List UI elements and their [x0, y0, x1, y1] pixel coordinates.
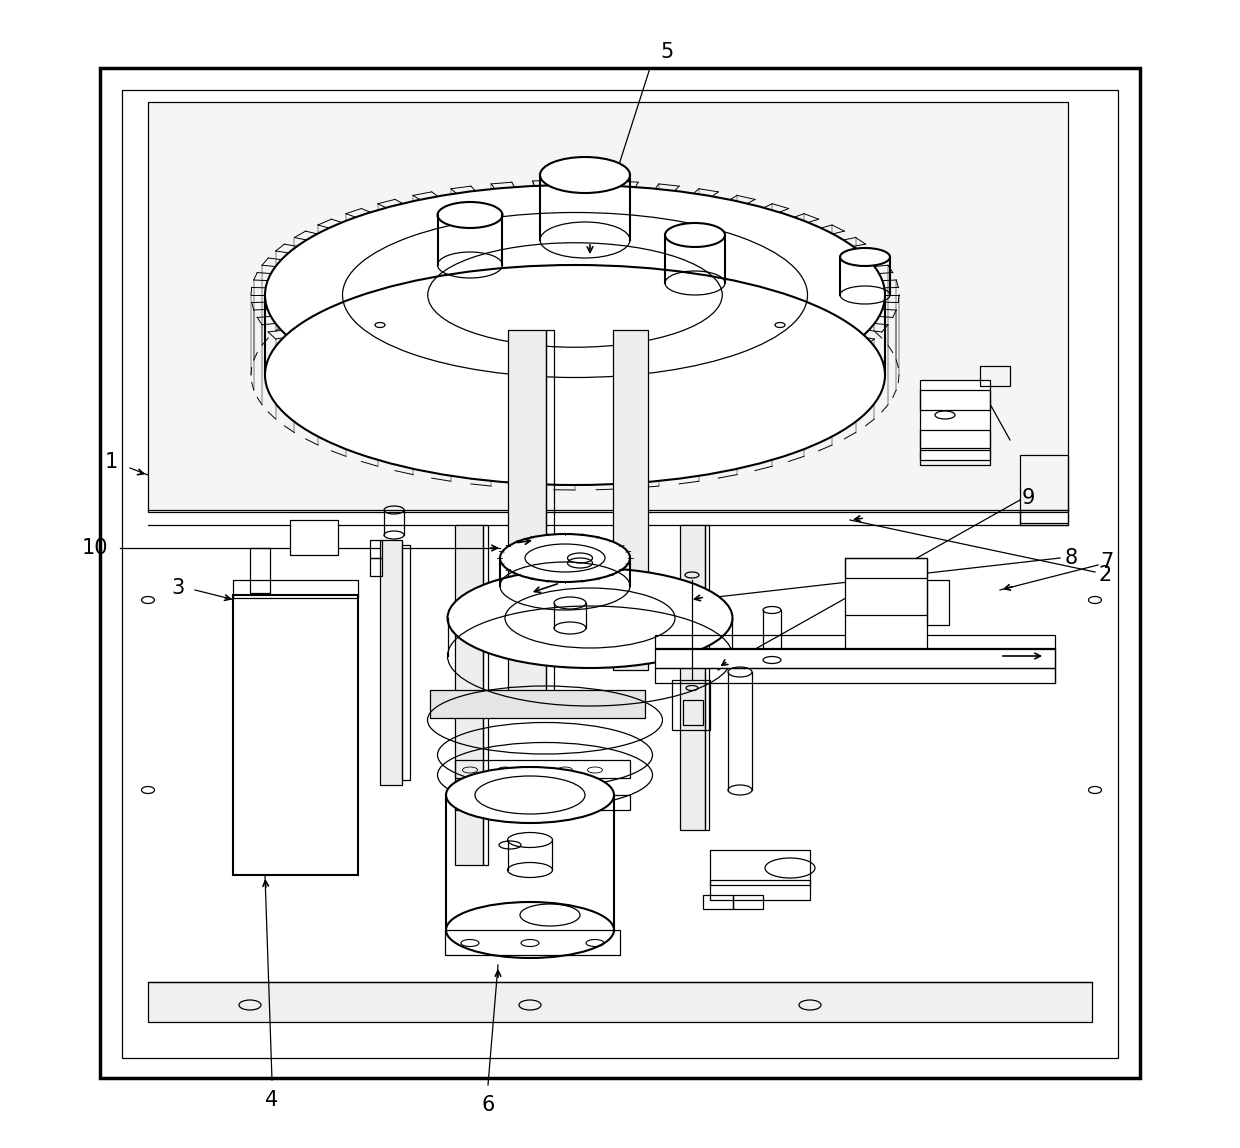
Ellipse shape: [265, 265, 885, 484]
Ellipse shape: [438, 202, 502, 228]
Bar: [920, 430, 990, 448]
Bar: [711, 850, 810, 885]
Bar: [844, 558, 928, 647]
Bar: [148, 982, 1092, 1022]
Bar: [683, 700, 703, 726]
Ellipse shape: [265, 185, 885, 405]
Ellipse shape: [448, 568, 733, 668]
Bar: [250, 548, 270, 594]
Text: 6: 6: [481, 1095, 495, 1115]
Bar: [920, 390, 990, 410]
Text: 7: 7: [1100, 552, 1114, 572]
Bar: [1021, 510, 1068, 525]
Ellipse shape: [539, 157, 630, 193]
Ellipse shape: [446, 767, 614, 823]
Bar: [122, 90, 1118, 1058]
Bar: [613, 329, 649, 670]
Bar: [370, 540, 382, 558]
Bar: [733, 895, 763, 909]
Bar: [672, 680, 711, 730]
Bar: [484, 525, 489, 864]
Text: 4: 4: [265, 1089, 279, 1110]
Bar: [445, 930, 620, 955]
Bar: [455, 525, 484, 864]
Bar: [980, 366, 1011, 386]
Bar: [546, 329, 554, 700]
Text: 2: 2: [1097, 565, 1111, 585]
Bar: [706, 525, 709, 830]
Ellipse shape: [839, 248, 890, 266]
Text: 1: 1: [104, 452, 118, 472]
Bar: [711, 881, 810, 900]
Bar: [703, 895, 733, 909]
Bar: [655, 668, 1055, 683]
Bar: [920, 380, 990, 460]
Text: 9: 9: [1022, 488, 1035, 509]
Bar: [402, 545, 410, 779]
Ellipse shape: [446, 902, 614, 957]
Bar: [508, 329, 546, 700]
Bar: [370, 558, 382, 576]
Bar: [844, 558, 928, 577]
Bar: [233, 595, 358, 875]
Bar: [233, 580, 358, 598]
Bar: [928, 580, 949, 625]
Text: 8: 8: [1065, 548, 1078, 568]
Bar: [920, 450, 990, 465]
Text: 3: 3: [172, 577, 185, 598]
Bar: [148, 102, 1068, 512]
Bar: [655, 635, 1055, 649]
Ellipse shape: [500, 534, 630, 582]
Bar: [290, 520, 339, 554]
Bar: [1021, 455, 1068, 523]
Bar: [455, 796, 630, 810]
Bar: [430, 690, 645, 718]
Ellipse shape: [665, 223, 725, 247]
Bar: [655, 647, 1055, 668]
Bar: [379, 540, 402, 785]
Text: 10: 10: [82, 538, 108, 558]
Text: 5: 5: [660, 42, 673, 62]
Bar: [680, 525, 706, 830]
Bar: [100, 68, 1140, 1078]
Bar: [455, 760, 630, 778]
